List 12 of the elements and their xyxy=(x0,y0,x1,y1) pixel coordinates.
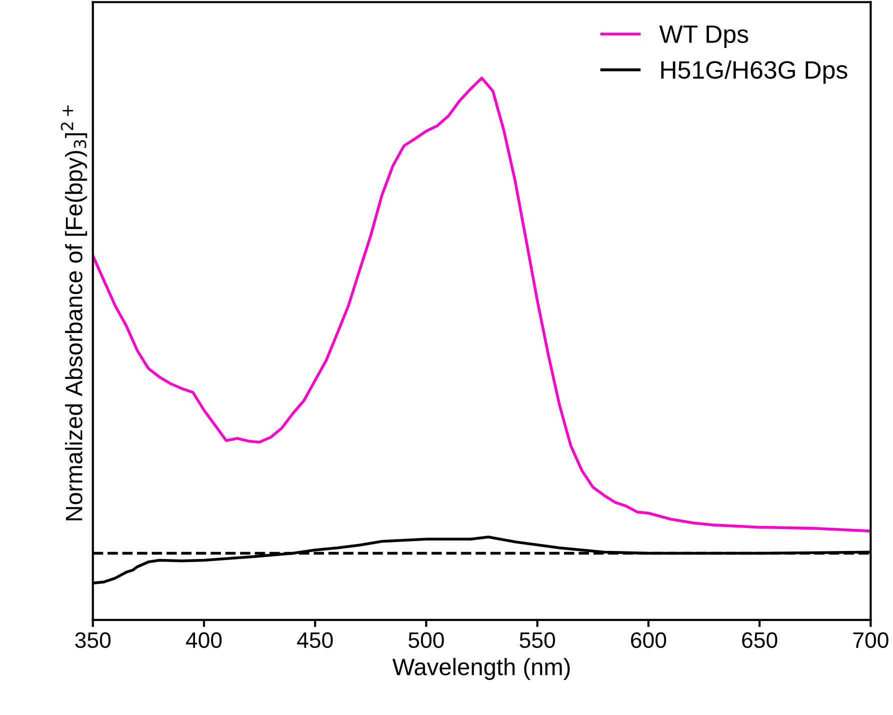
y-axis-title: Normalized Absorbance of [Fe(bpy)$_{3}$]$^{2+}$ xyxy=(60,106,88,520)
x-tick-label: 450 xyxy=(297,632,333,648)
x-tick-label: 500 xyxy=(408,632,444,648)
legend-label: H51G/H63G Dps xyxy=(661,60,848,84)
x-tick-label: 600 xyxy=(631,632,666,648)
x-axis-title: Wavelength (nm) xyxy=(392,658,570,680)
x-tick-label: 400 xyxy=(186,632,222,648)
x-tick-label: 550 xyxy=(520,632,555,648)
x-tick-label: 650 xyxy=(742,632,778,648)
legend-label: WT Dps xyxy=(659,26,748,48)
x-tick-label: 350 xyxy=(75,632,111,648)
x-tick-label: 700 xyxy=(853,632,888,648)
